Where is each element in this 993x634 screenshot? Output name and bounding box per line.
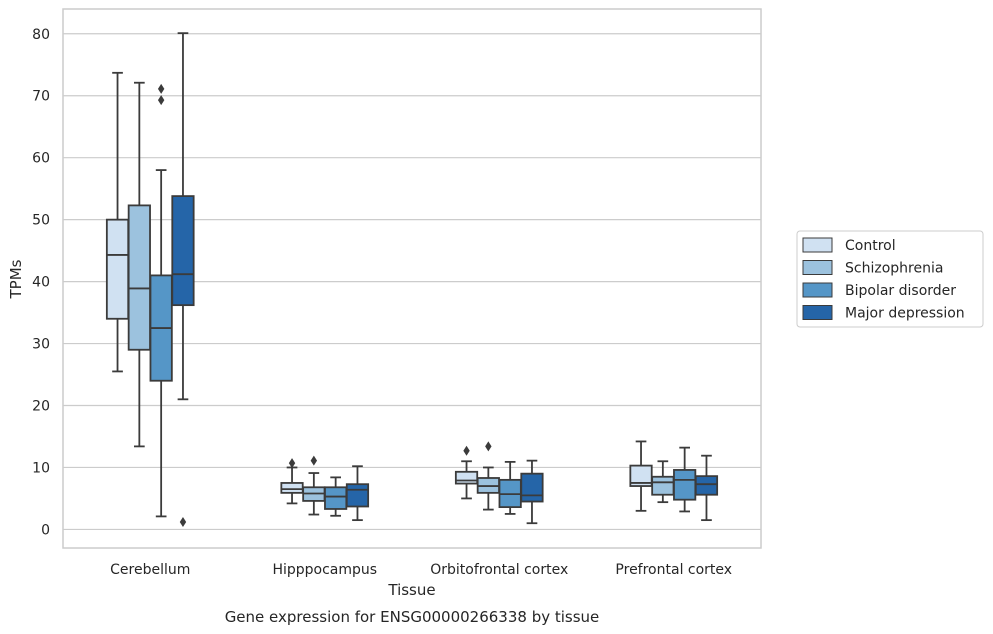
box-group: [149, 83, 173, 518]
box-iqr: [345, 483, 370, 508]
y-tick-label: 60: [32, 151, 50, 167]
y-tick-label: 30: [32, 337, 50, 353]
x-tick-label: Cerebellum: [110, 562, 190, 578]
legend-items: Control Schizophrenia Bipolar disorder Majo…: [802, 237, 965, 322]
box-iqr: [280, 482, 304, 494]
y-tick-label: 80: [32, 27, 50, 43]
y-tick-labels: 0 10 20 30 40 50 60 70 80: [32, 27, 50, 539]
outlier-point: [463, 445, 470, 456]
y-tick-label: 10: [32, 460, 50, 476]
box-group: [520, 459, 544, 525]
legend-label: Control: [845, 238, 896, 254]
y-tick-label: 20: [32, 399, 50, 415]
legend-swatch: [802, 260, 833, 275]
y-tick-label: 70: [32, 89, 50, 105]
y-tick-label: 0: [41, 522, 50, 538]
box-group: [694, 454, 719, 522]
box-group: [171, 32, 195, 527]
outlier-point: [157, 95, 165, 106]
box-iqr: [651, 475, 675, 496]
box-group: [302, 455, 326, 516]
x-tick-labels: Cerebellum Hipppocampus Orbitofrontal cort…: [110, 562, 732, 578]
legend-label: Bipolar disorder: [845, 283, 956, 299]
x-tick-label: Prefrontal cortex: [615, 562, 732, 578]
box-iqr: [520, 472, 544, 503]
legend-swatch: [802, 305, 833, 320]
box-group: [127, 81, 151, 448]
outlier-point: [157, 83, 165, 94]
y-axis-label: TPMs: [7, 259, 25, 299]
legend-swatch: [802, 282, 833, 298]
box-group: [345, 465, 370, 522]
figure-caption: Gene expression for ENSG00000266338 by t…: [225, 608, 600, 626]
outlier-point: [485, 441, 492, 452]
box-iqr: [454, 470, 479, 485]
legend: Control Schizophrenia Bipolar disorder Majo…: [796, 230, 984, 328]
box-group: [629, 440, 653, 512]
box-iqr: [629, 464, 653, 487]
x-axis-label: Tissue: [387, 581, 435, 599]
legend-swatch: [802, 237, 833, 253]
box-series: [105, 32, 719, 527]
legend-frame: [796, 230, 984, 328]
box-iqr: [673, 469, 697, 501]
legend-label: Major depression: [845, 306, 965, 322]
y-tick-label: 50: [32, 213, 50, 229]
plot-frame: [62, 8, 762, 549]
box-iqr: [324, 486, 348, 510]
legend-label: Schizophrenia: [845, 261, 943, 277]
box-iqr: [105, 218, 130, 320]
x-tick-label: Hipppocampus: [272, 562, 377, 578]
box-group: [476, 441, 500, 511]
outlier-point: [288, 458, 296, 469]
box-iqr: [171, 195, 195, 307]
y-tick-label: 40: [32, 275, 50, 291]
box-iqr: [127, 204, 151, 351]
x-tick-label: Orbitofrontal cortex: [430, 562, 568, 578]
outlier-point: [310, 455, 318, 466]
box-iqr: [694, 475, 719, 496]
outlier-point: [179, 516, 187, 527]
